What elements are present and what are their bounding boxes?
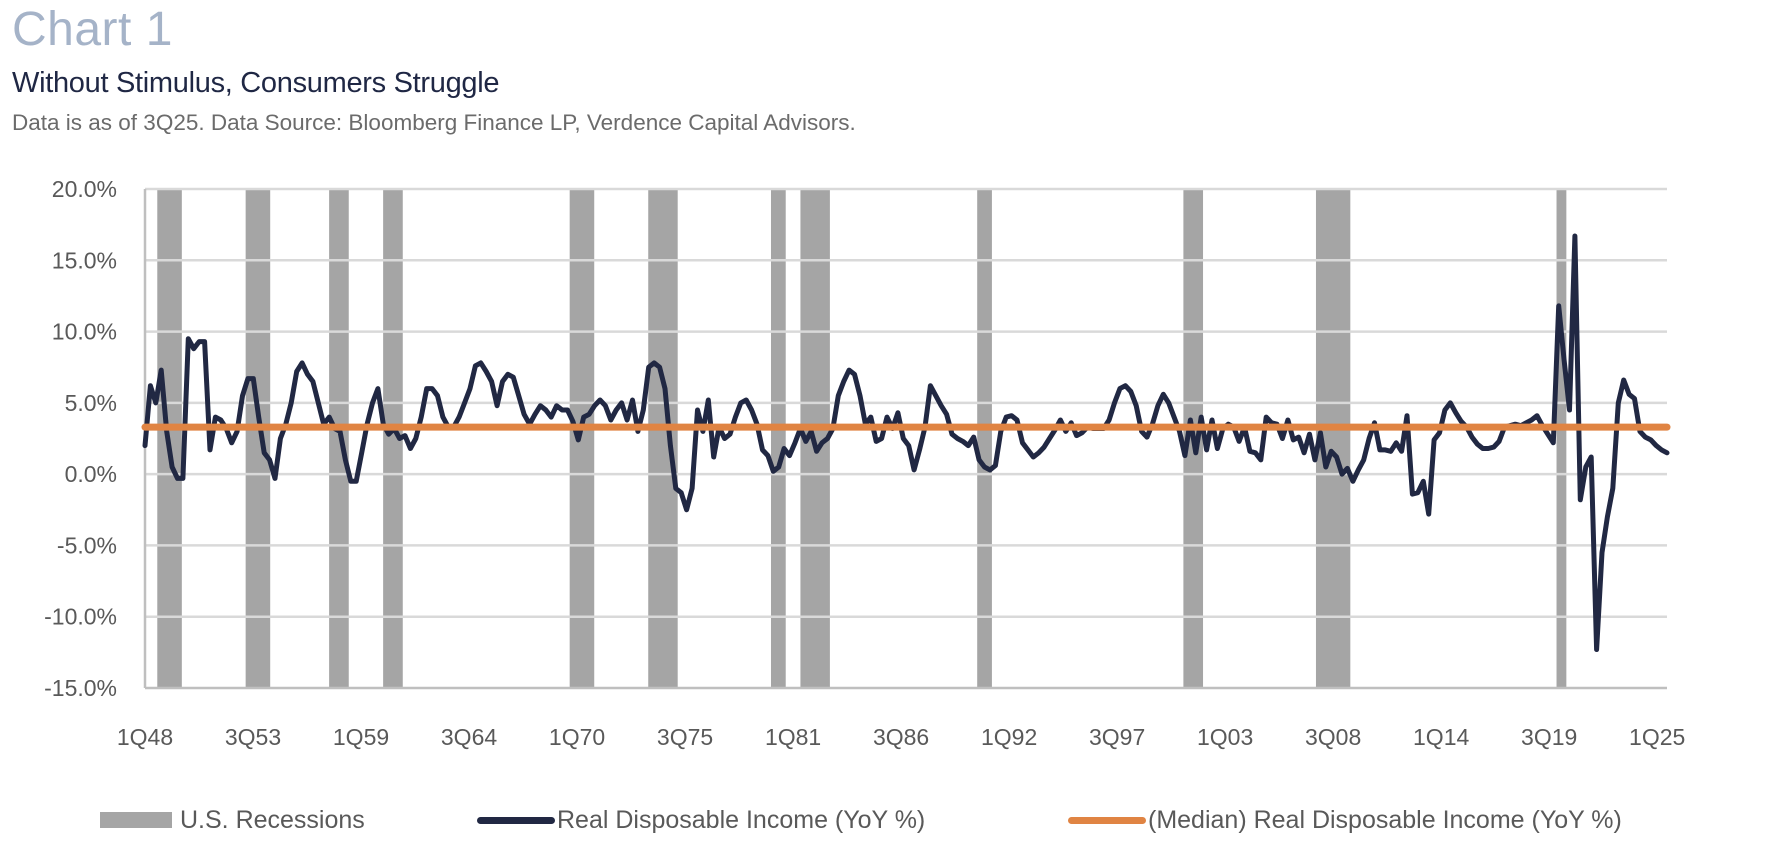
gridlines [145,187,1667,618]
x-tick-label: 1Q48 [117,724,173,750]
x-tick-label: 3Q64 [441,724,497,750]
recession-bar [977,189,992,688]
x-tick-label: 3Q08 [1305,724,1361,750]
y-tick-label: -10.0% [44,604,117,630]
legend-item-median: (Median) Real Disposable Income (YoY %) [1068,800,1622,840]
x-tick-label: 1Q92 [981,724,1037,750]
legend-item-income: Real Disposable Income (YoY %) [477,800,925,840]
x-tick-label: 1Q25 [1629,724,1685,750]
recession-bar [383,189,403,688]
x-tick-label: 3Q97 [1089,724,1145,750]
y-tick-label: 5.0% [65,390,117,416]
x-tick-label: 1Q81 [765,724,821,750]
income-series-line [142,233,1670,652]
chart-title: Without Stimulus, Consumers Struggle [12,67,500,99]
legend-item-recessions: U.S. Recessions [100,800,365,840]
recession-bar [1556,189,1567,688]
y-axis-ticks: 20.0% 15.0% 10.0% 5.0% 0.0% -5.0% -10.0% -15.0% [44,176,117,701]
recession-bar [245,189,271,688]
x-tick-label: 1Q14 [1413,724,1469,750]
median-line-swatch-icon [1068,816,1146,824]
y-tick-label: -15.0% [44,675,117,701]
y-tick-label: -5.0% [57,532,117,558]
recession-bar [770,189,786,688]
legend-label-median: (Median) Real Disposable Income (YoY %) [1148,805,1622,834]
x-tick-label: 3Q53 [225,724,281,750]
y-tick-label: 20.0% [52,176,117,202]
legend-label-recessions: U.S. Recessions [180,805,365,834]
x-tick-label: 1Q70 [549,724,605,750]
income-line-swatch-icon [477,816,555,824]
chart-subtitle: Data is as of 3Q25. Data Source: Bloombe… [12,110,856,135]
legend: U.S. Recessions Real Disposable Income (… [0,800,1770,840]
recession-bars [157,189,1567,688]
x-tick-label: 1Q59 [333,724,389,750]
y-tick-label: 10.0% [52,319,117,345]
y-tick-label: 15.0% [52,247,117,273]
x-tick-label: 3Q86 [873,724,929,750]
recession-bar [569,189,595,688]
recession-bar [648,189,678,688]
x-tick-label: 1Q03 [1197,724,1253,750]
y-tick-label: 0.0% [65,461,117,487]
x-tick-label: 3Q75 [657,724,713,750]
legend-label-income: Real Disposable Income (YoY %) [557,805,926,834]
series-lines [141,233,1671,652]
recession-swatch-icon [100,812,172,828]
x-tick-label: 3Q19 [1521,724,1577,750]
chart-number-label: Chart 1 [12,3,173,56]
x-axis-ticks: 1Q48 3Q53 1Q59 3Q64 1Q70 3Q75 1Q81 3Q86 1Q92 3Q97… [117,724,1685,750]
